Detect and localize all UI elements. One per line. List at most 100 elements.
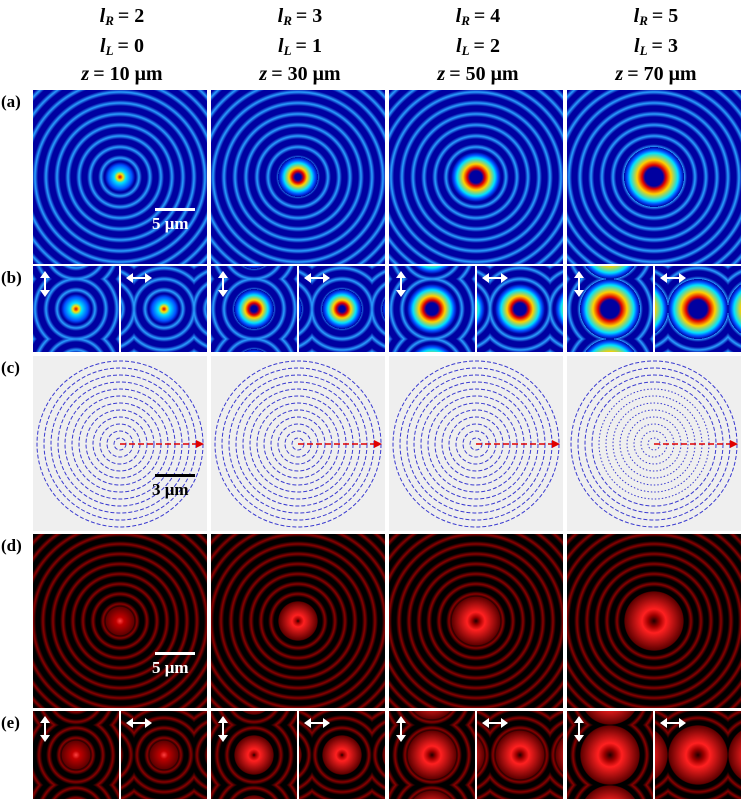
arrow: [574, 716, 584, 742]
polarization-ring: [591, 381, 717, 507]
symbol: l: [100, 35, 106, 57]
arrow: [660, 718, 686, 728]
symbol: z: [615, 63, 624, 85]
column-header: lR = 5: [567, 4, 745, 33]
vector-field: [392, 360, 560, 528]
subscript: R: [283, 13, 292, 28]
value: = 5: [651, 5, 679, 27]
row-label: (a): [1, 92, 21, 111]
symbol: l: [99, 5, 106, 27]
polarized-map: [567, 266, 653, 352]
arrow-head: [196, 440, 204, 448]
scale-bar: [155, 474, 195, 477]
value: = 2: [473, 35, 500, 57]
column-header: lR = 3: [211, 4, 389, 33]
row-label: (b): [1, 268, 22, 287]
column-header: lL = 3: [567, 34, 745, 63]
polarizer-arrow: [218, 716, 228, 742]
polarization-map: [33, 356, 207, 531]
measured-polarized-map: [211, 711, 297, 799]
polarized-map: [299, 266, 385, 352]
value: = 0: [117, 35, 144, 57]
polarized-map: [121, 266, 207, 352]
symbol: z: [81, 63, 90, 85]
scale-bar-label: 5 μm: [152, 214, 189, 233]
subscript: L: [461, 43, 470, 58]
arrow: [396, 271, 406, 297]
arrow: [218, 716, 228, 742]
symbol: l: [455, 5, 462, 27]
polarizer-arrow: [218, 271, 228, 297]
arrow: [40, 271, 50, 297]
measured-map: [33, 534, 207, 708]
intensity-map: [33, 90, 207, 264]
polarizer-arrow: [396, 716, 406, 742]
arrow-head: [552, 440, 560, 448]
column-header: z = 70 μm: [567, 62, 745, 86]
row-label: (d): [1, 536, 22, 555]
polarizer-arrow: [482, 273, 508, 283]
polarized-map: [655, 266, 741, 352]
scale-bar: [155, 208, 195, 211]
arrow: [482, 273, 508, 283]
polarizer-arrow: [126, 273, 152, 283]
column-header: lR = 4: [389, 4, 567, 33]
arrow-head: [374, 440, 382, 448]
subscript: R: [461, 13, 470, 28]
polarization-ring: [235, 381, 361, 507]
value: = 30 μm: [271, 63, 341, 85]
symbol: l: [456, 35, 462, 57]
polarizer-arrow: [126, 718, 152, 728]
polarization-ring: [85, 409, 155, 479]
arrow: [126, 718, 152, 728]
subscript: L: [105, 43, 114, 58]
polarizer-arrow: [660, 718, 686, 728]
intensity-map: [389, 90, 563, 264]
polarization-map: [211, 356, 385, 531]
column-header: lL = 0: [33, 34, 211, 63]
arrow: [40, 716, 50, 742]
symbol: l: [277, 5, 284, 27]
arrow: [218, 271, 228, 297]
row-label: (c): [1, 358, 20, 377]
value: = 10 μm: [93, 63, 163, 85]
polarization-ring: [413, 381, 539, 507]
column-header: z = 30 μm: [211, 62, 389, 86]
measured-map: [211, 534, 385, 708]
intensity-map: [567, 90, 741, 264]
polarization-map: [389, 356, 563, 531]
polarizer-arrow: [660, 273, 686, 283]
arrow: [304, 273, 330, 283]
arrow: [482, 718, 508, 728]
vector-field: [36, 360, 204, 528]
arrow: [574, 271, 584, 297]
polarized-map: [477, 266, 563, 352]
value: = 50 μm: [449, 63, 519, 85]
polarization-ring: [441, 409, 511, 479]
value: = 70 μm: [627, 63, 697, 85]
polarized-map: [33, 266, 119, 352]
polarizer-arrow: [574, 716, 584, 742]
measured-polarized-map: [121, 711, 207, 799]
arrow: [396, 716, 406, 742]
vector-field: [214, 360, 382, 528]
measured-polarized-map: [33, 711, 119, 799]
column-header: z = 50 μm: [389, 62, 567, 86]
arrow: [660, 273, 686, 283]
vector-field: [570, 360, 738, 528]
column-header: lL = 2: [389, 34, 567, 63]
column-header: lR = 2: [33, 4, 211, 33]
value: = 2: [117, 5, 145, 27]
subscript: R: [639, 13, 648, 28]
subscript: L: [639, 43, 648, 58]
polarizer-arrow: [574, 271, 584, 297]
scale-bar-label: 5 μm: [152, 658, 189, 677]
symbol: l: [633, 5, 640, 27]
measured-map: [567, 534, 741, 708]
symbol: z: [259, 63, 268, 85]
measured-map: [389, 534, 563, 708]
measured-polarized-map: [477, 711, 563, 799]
polarizer-arrow: [304, 273, 330, 283]
subscript: R: [105, 13, 114, 28]
